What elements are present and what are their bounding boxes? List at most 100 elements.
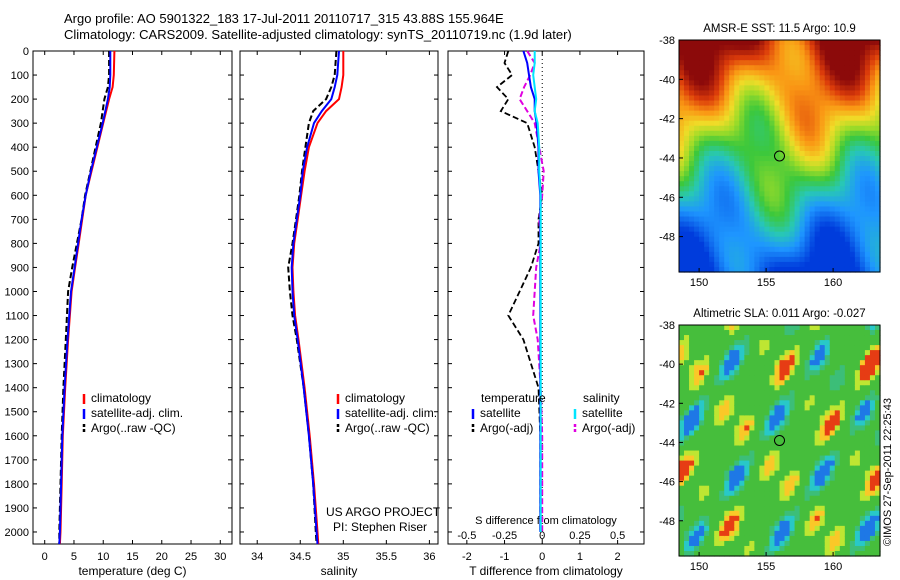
map-cell (694, 60, 700, 66)
map-cell (854, 140, 861, 147)
map-cell (844, 330, 851, 336)
map-cell (694, 450, 700, 457)
map-cell (834, 186, 841, 192)
map-cell (759, 80, 766, 86)
map-cell (689, 90, 695, 97)
map-cell (704, 80, 710, 86)
map-cell (699, 130, 705, 137)
map-cell (754, 45, 761, 51)
map-cell (844, 365, 851, 371)
map-cell (764, 540, 771, 547)
map-cell (824, 191, 831, 197)
map-cell (734, 415, 740, 422)
map-cell (684, 330, 690, 336)
map-cell (749, 380, 755, 386)
map-cell (739, 186, 745, 192)
map-cell (824, 325, 831, 331)
map-cell (709, 535, 715, 542)
map-cell (789, 201, 796, 208)
map-cell (724, 221, 730, 228)
map-cell (749, 120, 755, 127)
map-cell (769, 535, 776, 542)
map-cell (834, 435, 841, 442)
map-cell (704, 395, 710, 401)
map-cell (724, 530, 730, 537)
map-cell (824, 75, 831, 81)
map-cell (714, 156, 720, 162)
map-cell (704, 156, 710, 162)
map-cell (834, 325, 841, 331)
map-cell (754, 325, 761, 331)
map-cell (869, 495, 876, 502)
map-cell (759, 166, 766, 172)
map-cell (814, 196, 821, 202)
map-cell (744, 395, 750, 401)
map-cell (684, 545, 690, 552)
map-cell (769, 65, 776, 71)
map-cell (684, 181, 690, 187)
map-cell (679, 231, 685, 238)
map-cell (869, 515, 876, 522)
map-cell (794, 221, 801, 228)
map-cell (729, 161, 735, 167)
map-cell (794, 176, 801, 182)
map-cell (789, 375, 796, 381)
map-cell (729, 410, 735, 416)
map-cell (764, 385, 771, 391)
map-cell (689, 535, 695, 542)
map-y-tick-label: -38 (659, 35, 675, 47)
annotation-pi: PI: Stephen Riser (333, 520, 427, 534)
map-cell (744, 105, 750, 112)
map-cell (734, 520, 740, 527)
map-cell (779, 221, 786, 228)
map-cell (774, 465, 781, 472)
map-cell (844, 475, 851, 482)
map-cell (859, 475, 866, 482)
map-cell (764, 365, 771, 371)
map-cell (694, 490, 700, 497)
map-cell (714, 150, 720, 157)
map-cell (839, 201, 846, 208)
map-cell (684, 261, 690, 268)
map-cell (689, 500, 695, 507)
map-cell (709, 75, 715, 81)
map-cell (864, 430, 871, 437)
map-cell (734, 490, 740, 497)
map-cell (754, 475, 761, 482)
map-cell (774, 450, 781, 457)
map-cell (694, 550, 700, 557)
map-cell (839, 45, 846, 51)
map-cell (734, 70, 740, 76)
map-cell (794, 405, 801, 411)
map-cell (739, 325, 745, 331)
map-cell (734, 375, 740, 381)
map-cell (784, 226, 791, 233)
map-cell (684, 530, 690, 537)
map-cell (679, 350, 685, 356)
map-cell (744, 50, 750, 56)
map-cell (749, 196, 755, 202)
map-cell (694, 445, 700, 452)
map-cell (789, 256, 796, 263)
map-cell (814, 171, 821, 177)
map-cell (719, 161, 725, 167)
map-cell (694, 45, 700, 51)
map-cell (754, 390, 761, 396)
map-cell (764, 145, 771, 152)
map-cell (689, 55, 695, 61)
map-cell (749, 340, 755, 346)
map-cell (839, 400, 846, 406)
map-cell (679, 455, 685, 462)
map-cell (829, 550, 836, 557)
map-cell (809, 100, 816, 107)
map-cell (679, 206, 685, 213)
map-cell (679, 420, 685, 427)
argo-position-marker-sst (774, 150, 785, 162)
map-cell (864, 525, 871, 532)
map-cell (784, 495, 791, 502)
map-cell (739, 60, 745, 66)
map-cell (824, 540, 831, 547)
map-cell (699, 145, 705, 152)
map-cell (734, 176, 740, 182)
map-cell (789, 60, 796, 66)
